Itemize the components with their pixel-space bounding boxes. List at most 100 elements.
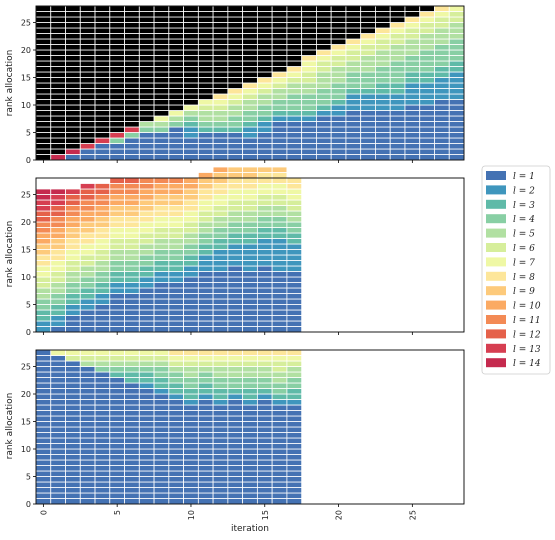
- bar-segment-l3-iter8: [153, 377, 170, 384]
- bar-segment-l3-iter19: [316, 104, 332, 111]
- bar-segment-l15-iter1: [50, 71, 66, 78]
- x-tick-label: 15: [261, 510, 270, 520]
- bar-segment-l15-iter5: [109, 11, 125, 18]
- legend-label-l10: l = 10: [513, 302, 541, 312]
- bar-segment-l3-iter13: [227, 388, 244, 395]
- bar-segment-l1-iter15: [256, 137, 273, 144]
- bar-segment-l15-iter13: [227, 55, 244, 62]
- bar-segment-l15-iter3: [79, 77, 96, 84]
- bar-segment-l1-iter16: [271, 465, 288, 472]
- bar-segment-l15-iter23: [375, 22, 391, 29]
- bar-segment-l15-iter11: [197, 27, 214, 34]
- bar-segment-l5-iter23: [375, 49, 391, 56]
- bar-segment-l15-iter5: [109, 71, 125, 78]
- bar-segment-l4-iter23: [375, 66, 391, 73]
- bar-segment-l1-iter15: [256, 443, 273, 450]
- bar-segment-l1-iter26: [419, 143, 435, 150]
- bar-segment-l1-iter7: [138, 476, 155, 483]
- bar-segment-l1-iter9: [168, 454, 184, 461]
- bar-segment-l15-iter0: [35, 126, 52, 133]
- bar-segment-l1-iter7: [138, 404, 155, 411]
- bar-segment-l15-iter2: [65, 11, 81, 18]
- bar-segment-l15-iter12: [212, 22, 229, 29]
- bar-segment-l1-iter0: [35, 465, 52, 472]
- bar-segment-l15-iter0: [35, 33, 52, 40]
- bar-segment-l6-iter16: [271, 360, 288, 367]
- bar-segment-l10-iter8: [153, 188, 170, 195]
- bar-segment-l15-iter1: [50, 104, 66, 111]
- bar-segment-l15-iter6: [124, 60, 140, 67]
- bar-segment-l15-iter3: [79, 82, 96, 89]
- bar-segment-l15-iter1: [50, 38, 66, 45]
- bar-segment-l3-iter16: [271, 110, 288, 117]
- bar-segment-l9-iter1: [50, 243, 66, 250]
- bar-segment-l7-iter10: [183, 216, 199, 223]
- bar-segment-l1-iter11: [197, 137, 214, 144]
- bar-segment-l1-iter23: [375, 110, 391, 117]
- bar-segment-l1-iter27: [434, 104, 450, 111]
- bar-segment-l1-iter3: [79, 421, 96, 428]
- bar-segment-l9-iter7: [138, 205, 155, 212]
- bar-segment-l15-iter23: [375, 11, 391, 18]
- bar-segment-l1-iter7: [138, 315, 155, 322]
- bar-segment-l5-iter13: [227, 104, 244, 111]
- bar-segment-l6-iter14: [242, 199, 258, 206]
- legend-label-l4: l = 4: [513, 215, 535, 225]
- bar-segment-l5-iter23: [375, 60, 391, 67]
- bar-segment-l15-iter6: [124, 22, 140, 29]
- bar-segment-l4-iter6: [124, 132, 140, 139]
- bar-segment-l8-iter16: [271, 71, 288, 78]
- bar-segment-l6-iter15: [256, 199, 273, 206]
- bar-segment-l1-iter0: [35, 476, 52, 483]
- bar-segment-l15-iter4: [94, 77, 111, 84]
- bar-segment-l15-iter6: [124, 104, 140, 111]
- bar-segment-l6-iter17: [286, 360, 303, 367]
- bar-segment-l1-iter17: [286, 154, 303, 161]
- bar-segment-l7-iter6: [124, 349, 140, 356]
- bar-segment-l4-iter17: [286, 382, 303, 389]
- bar-segment-l1-iter25: [404, 121, 421, 128]
- bar-segment-l12-iter4: [94, 188, 111, 195]
- bar-segment-l5-iter19: [316, 71, 332, 78]
- bar-segment-l6-iter11: [197, 104, 214, 111]
- bar-segment-l10-iter6: [124, 199, 140, 206]
- bar-segment-l15-iter4: [94, 126, 111, 133]
- bar-segment-l1-iter2: [65, 410, 81, 417]
- bar-segment-l4-iter14: [242, 377, 258, 384]
- bar-segment-l2-iter8: [153, 276, 170, 283]
- bar-segment-l15-iter5: [109, 22, 125, 29]
- bar-segment-l15-iter6: [124, 82, 140, 89]
- bar-segment-l1-iter26: [419, 115, 435, 122]
- bar-segment-l1-iter11: [197, 448, 214, 455]
- bar-segment-l6-iter9: [168, 232, 184, 239]
- bar-segment-l15-iter5: [109, 66, 125, 73]
- bar-segment-l7-iter10: [183, 210, 199, 217]
- bar-segment-l6-iter1: [50, 276, 66, 283]
- bar-segment-l2-iter10: [183, 271, 199, 278]
- y-tick-label: 10: [21, 273, 31, 282]
- bar-segment-l1-iter9: [168, 498, 184, 505]
- bar-segment-l15-iter0: [35, 132, 52, 139]
- bar-segment-l1-iter9: [168, 320, 184, 327]
- bar-segment-l1-iter16: [271, 498, 288, 505]
- bar-segment-l1-iter3: [79, 492, 96, 499]
- bar-segment-l8-iter21: [345, 38, 362, 45]
- bar-segment-l4-iter9: [168, 121, 184, 128]
- bar-segment-l3-iter20: [330, 99, 347, 106]
- bar-segment-l1-iter11: [197, 404, 214, 411]
- bar-segment-l1-iter9: [168, 154, 184, 161]
- bar-segment-l1-iter1: [50, 355, 66, 362]
- bar-segment-l1-iter13: [227, 492, 244, 499]
- bar-segment-l3-iter6: [124, 276, 140, 283]
- bar-segment-l15-iter13: [227, 66, 244, 73]
- bar-segment-l9-iter10: [183, 194, 199, 201]
- bar-segment-l10-iter7: [138, 194, 155, 201]
- bar-segment-l1-iter18: [301, 148, 317, 155]
- bar-segment-l1-iter2: [65, 404, 81, 411]
- bar-segment-l1-iter21: [345, 154, 362, 161]
- bar-segment-l4-iter5: [109, 260, 125, 267]
- bar-segment-l15-iter19: [316, 27, 332, 34]
- bar-segment-l3-iter10: [183, 254, 199, 261]
- bar-segment-l10-iter12: [212, 166, 229, 173]
